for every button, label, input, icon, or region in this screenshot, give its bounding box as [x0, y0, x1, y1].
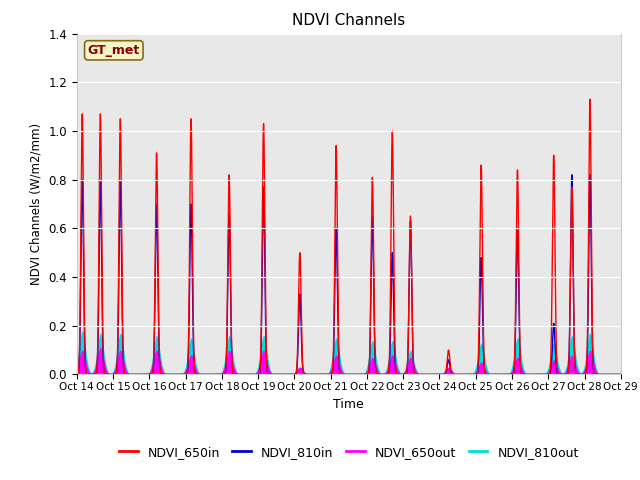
- Title: NDVI Channels: NDVI Channels: [292, 13, 405, 28]
- Y-axis label: NDVI Channels (W/m2/mm): NDVI Channels (W/m2/mm): [30, 123, 43, 285]
- X-axis label: Time: Time: [333, 397, 364, 410]
- Text: GT_met: GT_met: [88, 44, 140, 57]
- Legend: NDVI_650in, NDVI_810in, NDVI_650out, NDVI_810out: NDVI_650in, NDVI_810in, NDVI_650out, NDV…: [114, 441, 584, 464]
